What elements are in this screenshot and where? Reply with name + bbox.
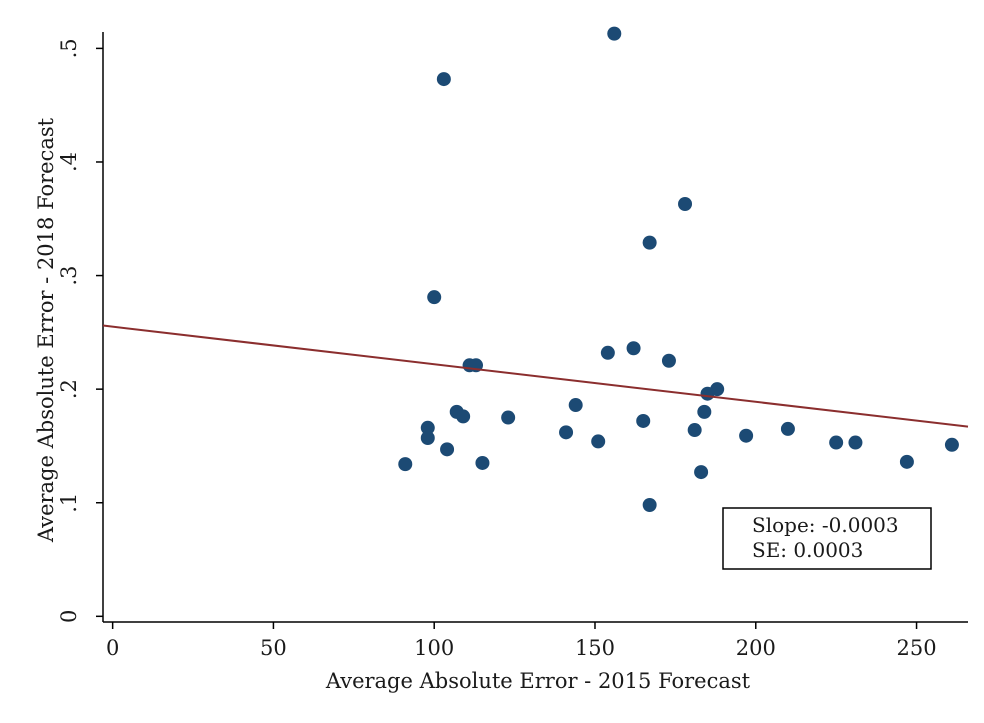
data-point [697,404,712,419]
data-point [700,386,715,401]
data-point [626,341,641,356]
axes [102,32,968,623]
scatter-points [398,26,959,513]
data-point [427,290,442,305]
data-point [739,428,754,443]
data-point [420,420,435,435]
data-point [687,423,702,438]
y-tick-label: .2 [57,379,81,399]
data-point [568,398,583,413]
x-tick-label: 0 [106,636,119,660]
y-axis-title: Average Absolute Error - 2018 Forecast [34,117,58,543]
x-axis-title: Average Absolute Error - 2015 Forecast [325,669,751,693]
x-tick-label: 150 [575,636,615,660]
se-text: SE: 0.0003 [752,538,863,562]
data-point [501,410,516,425]
x-axis-ticks: 0 50 100 150 200 250 [106,622,937,660]
y-tick-label: .3 [57,266,81,286]
data-point [398,457,413,472]
data-point [642,235,657,250]
data-point [899,454,914,469]
data-point [694,465,709,480]
data-point [591,434,606,449]
data-point [456,409,471,424]
y-tick-label: .4 [57,152,81,172]
fitted-line [102,324,969,428]
y-tick-label: 0 [57,610,81,623]
data-point [475,455,490,470]
data-point [780,421,795,436]
data-point [440,442,455,457]
y-tick-label: .1 [57,493,81,513]
slope-text: Slope: -0.0003 [752,513,899,537]
x-tick-label: 250 [897,636,937,660]
data-point [607,26,622,41]
y-tick-label: .5 [57,38,81,58]
x-tick-label: 100 [414,636,454,660]
data-point [420,430,435,445]
y-axis-ticks: 0 .1 .2 .3 .4 .5 [57,38,103,623]
slope-annotation-box: Slope: -0.0003 SE: 0.0003 [722,507,932,570]
annotation-border [722,507,932,570]
data-point [559,425,574,440]
data-point [636,413,651,428]
data-point [678,197,693,212]
x-tick-label: 50 [260,636,287,660]
data-point [642,498,657,513]
data-point [848,435,863,450]
data-point [944,437,959,452]
data-point [661,353,676,368]
data-point [829,435,844,450]
data-point [600,345,615,360]
data-point [436,72,451,87]
x-tick-label: 200 [736,636,776,660]
